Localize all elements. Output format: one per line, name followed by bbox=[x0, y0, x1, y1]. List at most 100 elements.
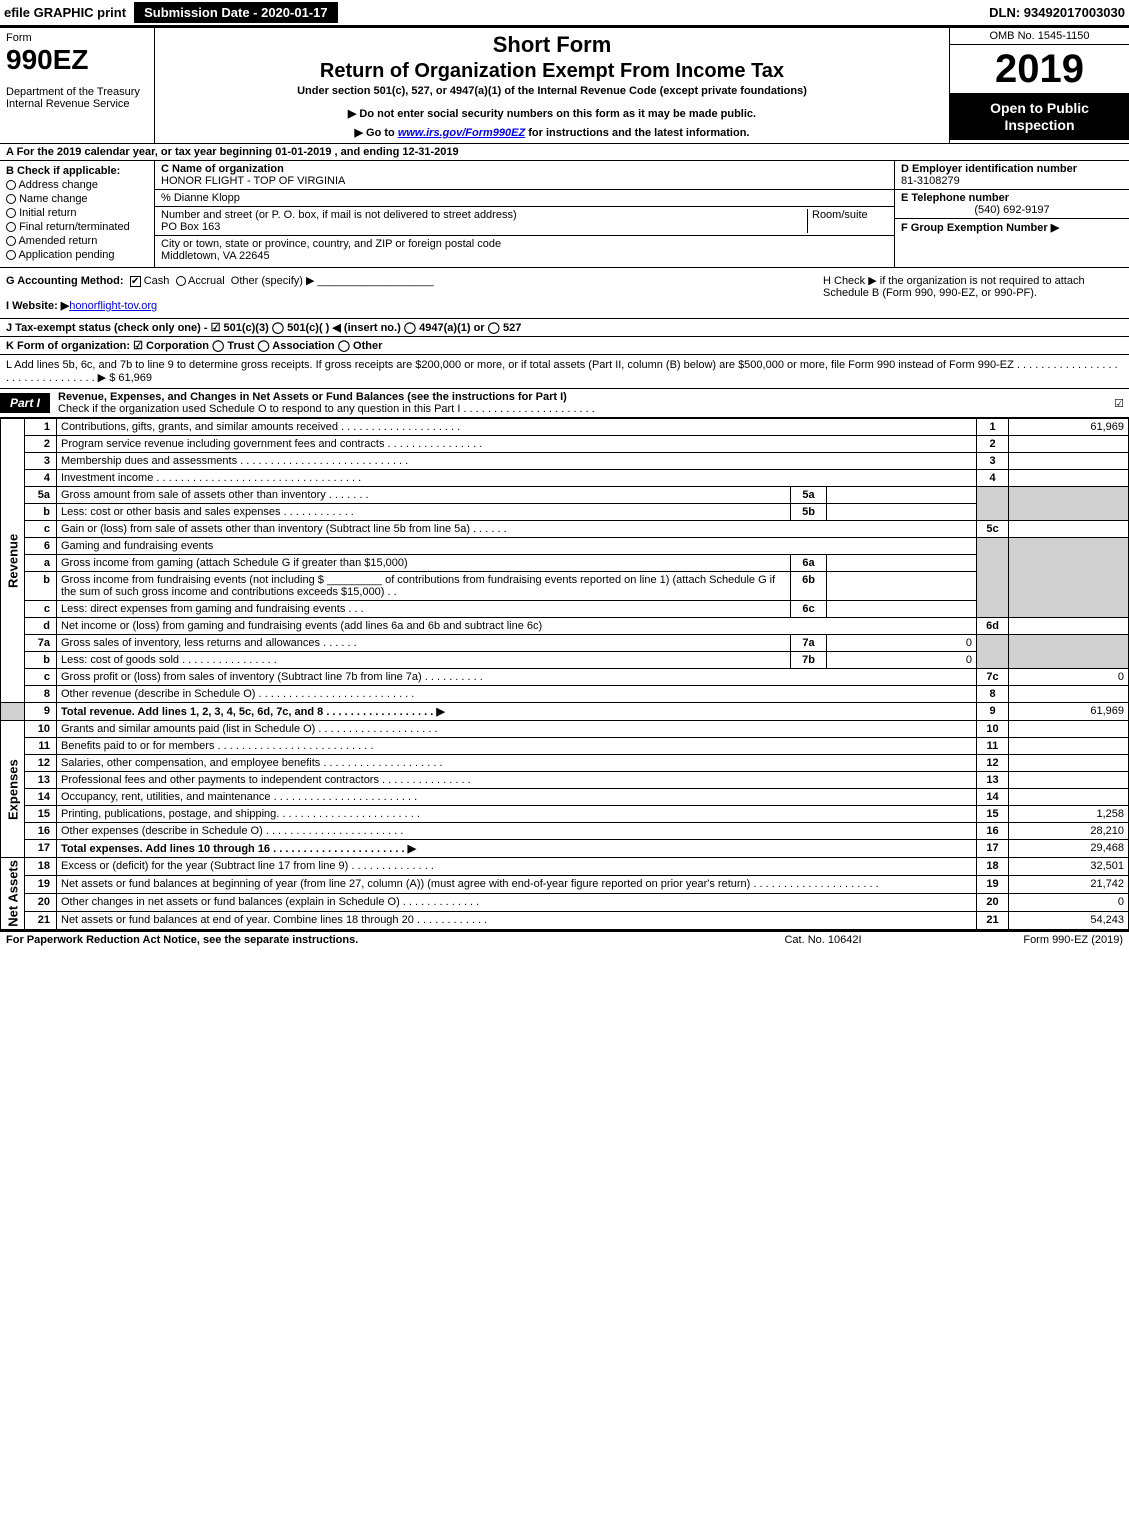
l9-text: Total revenue. Add lines 1, 2, 3, 4, 5c,… bbox=[57, 703, 977, 721]
l6d-amt bbox=[1009, 618, 1129, 635]
chk-final-return[interactable]: Final return/terminated bbox=[6, 221, 148, 233]
l3-amt bbox=[1009, 453, 1129, 470]
cash-label: Cash bbox=[144, 275, 170, 287]
opt-initial: Initial return bbox=[19, 207, 76, 219]
header-left: Form 990EZ Department of the Treasury In… bbox=[0, 28, 155, 143]
chk-amended-return[interactable]: Amended return bbox=[6, 235, 148, 247]
row-g-h: G Accounting Method: Cash Accrual Other … bbox=[0, 268, 1129, 319]
l1-text: Contributions, gifts, grants, and simila… bbox=[57, 419, 977, 436]
phone-value: (540) 692-9197 bbox=[901, 204, 1123, 216]
l6a-ibox: 6a bbox=[791, 555, 827, 572]
address-row: Number and street (or P. O. box, if mail… bbox=[155, 207, 894, 236]
l5c-amt bbox=[1009, 521, 1129, 538]
l12-text: Salaries, other compensation, and employ… bbox=[57, 755, 977, 772]
city-block: City or town, state or province, country… bbox=[155, 236, 894, 264]
l8-amt bbox=[1009, 686, 1129, 703]
part1-title-text: Revenue, Expenses, and Changes in Net As… bbox=[58, 391, 567, 403]
chk-application-pending[interactable]: Application pending bbox=[6, 249, 148, 261]
org-name: HONOR FLIGHT - TOP OF VIRGINIA bbox=[161, 175, 345, 187]
header-center: Short Form Return of Organization Exempt… bbox=[155, 28, 949, 143]
row-2: 2 Program service revenue including gove… bbox=[1, 436, 1129, 453]
ein-block: D Employer identification number 81-3108… bbox=[895, 161, 1129, 190]
chk-name-change[interactable]: Name change bbox=[6, 193, 148, 205]
row-3: 3 Membership dues and assessments . . . … bbox=[1, 453, 1129, 470]
l17-num: 17 bbox=[25, 840, 57, 858]
irs-label: Internal Revenue Service bbox=[6, 98, 148, 110]
l7b-num: b bbox=[25, 652, 57, 669]
address-block: Number and street (or P. O. box, if mail… bbox=[161, 209, 808, 233]
part1-checkbox[interactable]: ☑ bbox=[1109, 397, 1129, 410]
part1-title: Revenue, Expenses, and Changes in Net As… bbox=[50, 389, 1109, 417]
top-bar: efile GRAPHIC print Submission Date - 20… bbox=[0, 0, 1129, 28]
l6d-box: 6d bbox=[977, 618, 1009, 635]
chk-address-change[interactable]: Address change bbox=[6, 179, 148, 191]
l16-num: 16 bbox=[25, 823, 57, 840]
l13-box: 13 bbox=[977, 772, 1009, 789]
l16-text: Other expenses (describe in Schedule O) … bbox=[57, 823, 977, 840]
row-14: 14 Occupancy, rent, utilities, and maint… bbox=[1, 789, 1129, 806]
row-4: 4 Investment income . . . . . . . . . . … bbox=[1, 470, 1129, 487]
link-suffix: for instructions and the latest informat… bbox=[525, 127, 749, 139]
row-j: J Tax-exempt status (check only one) - ☑… bbox=[0, 319, 1129, 337]
l13-num: 13 bbox=[25, 772, 57, 789]
l6d-num: d bbox=[25, 618, 57, 635]
l1-num: 1 bbox=[25, 419, 57, 436]
l2-amt bbox=[1009, 436, 1129, 453]
part1-header: Part I Revenue, Expenses, and Changes in… bbox=[0, 389, 1129, 418]
l7c-box: 7c bbox=[977, 669, 1009, 686]
l6-text: Gaming and fundraising events bbox=[57, 538, 977, 555]
row-6b: b Gross income from fundraising events (… bbox=[1, 572, 1129, 601]
l10-text: Grants and similar amounts paid (list in… bbox=[57, 721, 977, 738]
part1-check-text: Check if the organization used Schedule … bbox=[58, 403, 595, 415]
l12-box: 12 bbox=[977, 755, 1009, 772]
row-5a: 5a Gross amount from sale of assets othe… bbox=[1, 487, 1129, 504]
row-20: 20 Other changes in net assets or fund b… bbox=[1, 893, 1129, 911]
chk-cash[interactable] bbox=[130, 276, 141, 287]
accrual-label: Accrual bbox=[188, 275, 225, 287]
l6a-num: a bbox=[25, 555, 57, 572]
l4-text: Investment income . . . . . . . . . . . … bbox=[57, 470, 977, 487]
l14-text: Occupancy, rent, utilities, and maintena… bbox=[57, 789, 977, 806]
efile-label[interactable]: efile GRAPHIC print bbox=[4, 5, 126, 20]
l14-num: 14 bbox=[25, 789, 57, 806]
l13-text: Professional fees and other payments to … bbox=[57, 772, 977, 789]
l7c-num: c bbox=[25, 669, 57, 686]
opt-name: Name change bbox=[19, 193, 88, 205]
l11-num: 11 bbox=[25, 738, 57, 755]
l6b-ibox: 6b bbox=[791, 572, 827, 601]
irs-link[interactable]: www.irs.gov/Form990EZ bbox=[398, 127, 525, 139]
under-section: Under section 501(c), 527, or 4947(a)(1)… bbox=[163, 85, 941, 97]
l18-num: 18 bbox=[25, 858, 57, 876]
org-name-block: C Name of organization HONOR FLIGHT - TO… bbox=[155, 161, 894, 190]
website-link[interactable]: honorflight-tov.org bbox=[69, 300, 157, 312]
h-text: H Check ▶ if the organization is not req… bbox=[823, 275, 1085, 299]
row-1: Revenue 1 Contributions, gifts, grants, … bbox=[1, 419, 1129, 436]
l10-box: 10 bbox=[977, 721, 1009, 738]
l21-num: 21 bbox=[25, 911, 57, 929]
group-exemption: F Group Exemption Number ▶ bbox=[895, 219, 1129, 267]
row-16: 16 Other expenses (describe in Schedule … bbox=[1, 823, 1129, 840]
l5b-num: b bbox=[25, 504, 57, 521]
l7a-iamt: 0 bbox=[827, 635, 977, 652]
row-6: 6 Gaming and fundraising events bbox=[1, 538, 1129, 555]
l2-num: 2 bbox=[25, 436, 57, 453]
line-a: A For the 2019 calendar year, or tax yea… bbox=[0, 144, 1129, 161]
row-21: 21 Net assets or fund balances at end of… bbox=[1, 911, 1129, 929]
row-7b: b Less: cost of goods sold . . . . . . .… bbox=[1, 652, 1129, 669]
d-label: D Employer identification number bbox=[901, 163, 1077, 175]
l6b-text: Gross income from fundraising events (no… bbox=[57, 572, 791, 601]
row-l: L Add lines 5b, 6c, and 7b to line 9 to … bbox=[0, 355, 1129, 389]
l4-amt bbox=[1009, 470, 1129, 487]
l11-text: Benefits paid to or for members . . . . … bbox=[57, 738, 977, 755]
chk-initial-return[interactable]: Initial return bbox=[6, 207, 148, 219]
sidebar-expenses: Expenses bbox=[1, 721, 25, 858]
l5b-ibox: 5b bbox=[791, 504, 827, 521]
l3-num: 3 bbox=[25, 453, 57, 470]
l8-box: 8 bbox=[977, 686, 1009, 703]
l17-text: Total expenses. Add lines 10 through 16 … bbox=[57, 840, 977, 858]
l19-text: Net assets or fund balances at beginning… bbox=[57, 875, 977, 893]
chk-accrual[interactable] bbox=[176, 276, 186, 286]
row-6a: a Gross income from gaming (attach Sched… bbox=[1, 555, 1129, 572]
ein-value: 81-3108279 bbox=[901, 175, 960, 187]
l19-amt: 21,742 bbox=[1009, 875, 1129, 893]
